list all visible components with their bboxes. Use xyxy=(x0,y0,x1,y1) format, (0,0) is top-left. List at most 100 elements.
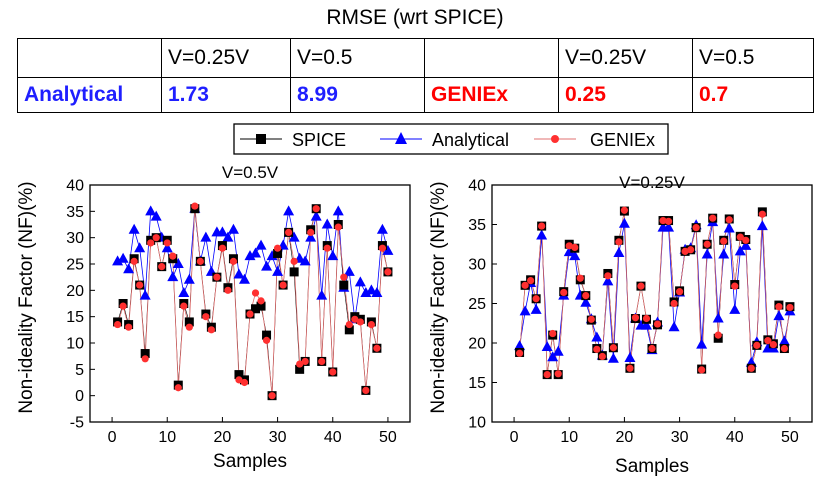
analytical-point-v025 xyxy=(547,351,559,362)
geniex-point-v05 xyxy=(119,302,127,310)
analytical-point-v025 xyxy=(663,221,675,232)
y-tick-label-v05: 10 xyxy=(66,336,84,353)
x-tick-label-v025: 30 xyxy=(671,429,689,446)
geniex-point-v05 xyxy=(229,257,238,265)
analytical-point-v025 xyxy=(718,248,730,259)
geniex-point-v05 xyxy=(268,392,276,400)
geniex-point-v05 xyxy=(378,244,387,252)
analytical-point-v05 xyxy=(365,284,377,295)
analytical-point-v025 xyxy=(773,310,785,321)
analytical-point-v05 xyxy=(183,273,195,284)
analytical-point-v05 xyxy=(321,218,333,229)
analytical-point-v025 xyxy=(591,331,603,342)
analytical-point-v05 xyxy=(305,231,317,242)
geniex-point-v05 xyxy=(362,386,370,394)
spice-point-v05 xyxy=(339,280,349,290)
table-value-row: Analytical 1.73 8.99 GENIEx 0.25 0.7 xyxy=(17,77,814,113)
geniex-point-v025 xyxy=(515,349,524,357)
geniex-point-v05 xyxy=(125,323,133,331)
geniex-point-v05 xyxy=(384,268,392,276)
y-tick-label-v05: 20 xyxy=(66,283,84,300)
table-header-row: V=0.25V V=0.5 V=0.25V V=0.5 xyxy=(17,38,814,78)
geniex-point-v025 xyxy=(703,240,711,248)
x-tick-label-v05: 10 xyxy=(158,429,176,446)
analytical-point-v05 xyxy=(172,258,184,268)
geniex-point-v025 xyxy=(576,274,584,282)
geniex-point-v025 xyxy=(532,295,540,303)
analytical-point-v05 xyxy=(178,286,190,297)
analytical-point-v025 xyxy=(536,229,548,240)
y-tick-label-v05: -5 xyxy=(70,415,84,432)
analytical-point-v05 xyxy=(371,286,383,297)
geniex-point-v05 xyxy=(202,313,210,321)
geniex-point-v05 xyxy=(169,252,177,260)
analytical-point-v05 xyxy=(134,242,146,253)
geniex-point-v025 xyxy=(620,206,629,214)
legend-spice-marker xyxy=(256,134,266,144)
analytical-point-v05 xyxy=(310,210,322,221)
geniex-point-v025 xyxy=(521,281,529,289)
geniex-point-v025 xyxy=(670,299,678,308)
spice-point-v05 xyxy=(295,364,305,374)
header-cell-analytical-025: V=0.25V xyxy=(161,38,291,78)
chart-v05: -5 0 5 10 15 20 25 30 35 40 0 10 20 30 40 50 V=0.5V Sampl… xyxy=(16,163,411,472)
header-cell-empty-2 xyxy=(424,38,559,78)
geniex-point-v05 xyxy=(312,205,320,213)
y-axis-title-v05: Non-ideality Factor (NF)(%) xyxy=(16,181,37,413)
geniex-point-v05 xyxy=(273,244,282,252)
geniex-point-v025 xyxy=(615,238,623,246)
legend: SPICE Analytical GENIEx xyxy=(233,123,669,155)
analytical-point-v025 xyxy=(778,335,790,346)
y-tick-label-v025: 10 xyxy=(468,415,486,432)
analytical-point-v025 xyxy=(613,246,625,257)
geniex-point-v025 xyxy=(648,344,656,353)
geniex-point-v025 xyxy=(731,282,739,290)
x-tick-label-v05: 0 xyxy=(108,429,117,446)
spice-point-v05 xyxy=(273,248,283,258)
x-tick-label-v05: 20 xyxy=(214,429,232,446)
geniex-point-v025 xyxy=(565,242,573,250)
geniex-point-v05 xyxy=(185,323,193,331)
geniex-point-v05 xyxy=(218,244,227,252)
analytical-point-v025 xyxy=(729,303,741,314)
geniex-point-v05 xyxy=(174,384,182,392)
chart-title-v05: V=0.5V xyxy=(222,163,279,182)
geniex-point-v025 xyxy=(587,315,595,323)
geniex-point-v05 xyxy=(290,257,298,265)
geniex-point-v05 xyxy=(152,234,160,242)
analytical-point-v05 xyxy=(382,244,394,255)
geniex-point-v05 xyxy=(158,263,166,271)
spice-point-v05 xyxy=(140,349,150,359)
geniex-point-v05 xyxy=(141,355,149,363)
analytical-point-v05 xyxy=(261,260,273,271)
legend-spice-label: SPICE xyxy=(292,130,346,150)
geniex-point-v025 xyxy=(538,222,546,230)
geniex-point-v025 xyxy=(631,314,640,322)
geniex-point-v05 xyxy=(262,336,271,344)
analytical-point-v025 xyxy=(580,296,592,307)
analytical-point-v05 xyxy=(128,223,140,234)
analytical-point-v05 xyxy=(299,255,311,266)
geniex-point-v05 xyxy=(345,320,353,329)
spice-point-v05 xyxy=(344,325,354,335)
analytical-point-v05 xyxy=(316,289,328,300)
x-tick-label-v025: 10 xyxy=(560,429,578,446)
geniex-point-v025 xyxy=(653,320,662,328)
geniex-point-v05 xyxy=(224,286,232,294)
geniex-point-v025 xyxy=(725,216,733,224)
geniex-point-v05 xyxy=(136,281,144,289)
geniex-point-v025 xyxy=(549,329,557,338)
x-tick-label-v025: 20 xyxy=(616,429,634,446)
analytical-point-v025 xyxy=(723,222,735,233)
analytical-point-v05 xyxy=(360,286,372,297)
geniex-point-v025 xyxy=(664,217,673,225)
geniex-point-v025 xyxy=(571,243,579,252)
geniex-point-v025 xyxy=(780,344,789,353)
geniex-point-v025 xyxy=(637,282,645,290)
analytical-point-v05 xyxy=(161,242,173,253)
x-tick-label-v025: 50 xyxy=(781,429,799,446)
analytical-point-v025 xyxy=(696,338,708,349)
geniex-point-v025 xyxy=(769,340,777,349)
analytical-point-v05 xyxy=(150,210,162,221)
geniex-point-v025 xyxy=(604,272,612,280)
